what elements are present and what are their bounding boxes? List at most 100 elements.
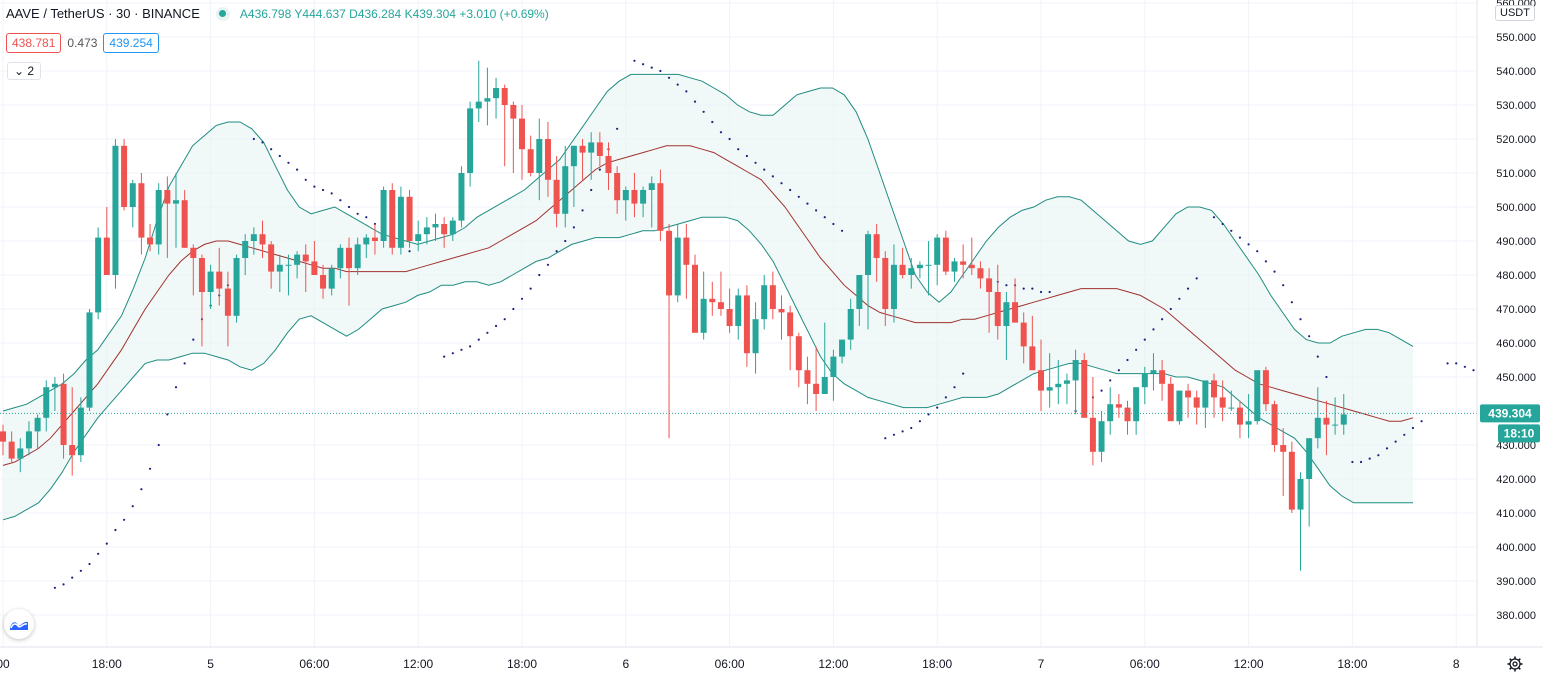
sar-point <box>356 212 359 215</box>
sar-point <box>780 182 783 185</box>
candle-body <box>8 441 15 459</box>
sar-point <box>408 250 411 253</box>
time-tick-label: 7 <box>1038 657 1045 671</box>
buy-button[interactable]: 439.254 <box>103 33 159 53</box>
candle <box>570 145 577 207</box>
candle-body <box>164 190 171 204</box>
market-status-icon <box>215 6 230 21</box>
sar-point <box>538 273 541 277</box>
sar-point <box>1256 250 1259 253</box>
candle <box>1211 373 1217 418</box>
candle <box>1063 373 1070 405</box>
indicators-toggle[interactable]: ⌄ 2 <box>7 62 42 80</box>
sar-point <box>1247 243 1250 246</box>
sar-point <box>1109 379 1112 382</box>
sar-point <box>676 83 679 86</box>
candle-body <box>423 227 430 235</box>
candle-body <box>588 142 595 153</box>
sar-point <box>140 488 143 491</box>
candle-body <box>389 190 396 248</box>
sar-point <box>754 161 757 164</box>
sar-point <box>88 562 91 566</box>
candle-body <box>1245 421 1252 425</box>
candle <box>164 176 171 258</box>
candle <box>527 135 534 177</box>
sar-point <box>642 63 645 66</box>
sar-point <box>1351 460 1354 464</box>
candle-body <box>207 271 214 292</box>
candle-body <box>259 234 266 245</box>
last-price-label-group: 439.304 18:10 <box>1480 404 1540 443</box>
candle <box>700 271 707 340</box>
sar-point <box>529 287 532 290</box>
price-tick-label: 450.000 <box>1496 372 1536 384</box>
candle <box>821 322 828 394</box>
time-tick-label: 00 <box>0 657 10 671</box>
candle-body <box>155 190 162 245</box>
candle <box>1236 400 1243 439</box>
candle-body <box>1038 370 1044 391</box>
candle <box>994 264 1001 340</box>
sar-point <box>685 90 688 93</box>
sar-point <box>763 168 766 171</box>
gear-icon[interactable] <box>1506 655 1524 673</box>
price-tick-label: 470.000 <box>1496 304 1536 316</box>
candle <box>1167 377 1174 422</box>
candle-body <box>752 319 759 354</box>
candle-body <box>847 309 854 340</box>
sar-point <box>1230 229 1233 232</box>
candle-body <box>648 183 655 190</box>
candle <box>795 332 802 388</box>
candle <box>458 166 465 228</box>
candle <box>173 173 179 248</box>
candle <box>1271 400 1278 452</box>
sar-point <box>667 76 671 79</box>
currency-unit-button[interactable]: USDT <box>1495 5 1535 21</box>
candle-body <box>1262 370 1269 405</box>
sar-point <box>944 396 947 399</box>
price-tick-label: 530.000 <box>1496 100 1536 112</box>
sar-point <box>1048 290 1051 294</box>
sar-point <box>1264 260 1267 263</box>
candle-body <box>34 417 41 432</box>
sar-point <box>1385 447 1389 450</box>
sar-point <box>832 222 835 226</box>
candle <box>847 298 854 350</box>
candle-body <box>882 258 889 309</box>
candle <box>95 227 102 320</box>
candle <box>43 380 50 432</box>
candle-body <box>519 118 525 150</box>
candle <box>224 271 231 347</box>
candle-body <box>1081 360 1088 418</box>
candle-body <box>1107 404 1114 422</box>
sar-point <box>1135 348 1138 351</box>
sar-point <box>503 318 506 321</box>
sar-point <box>460 348 463 351</box>
candle-body <box>579 145 586 153</box>
candle <box>1003 292 1010 360</box>
price-tick-label: 410.000 <box>1496 508 1536 520</box>
candle-body <box>977 268 984 279</box>
candle-body <box>865 234 871 275</box>
countdown-text: 18:10 <box>1504 426 1535 440</box>
candle <box>787 305 794 371</box>
candle <box>1185 383 1192 418</box>
candle <box>1081 353 1088 418</box>
sar-point <box>1186 287 1190 290</box>
symbol-title[interactable]: AAVE / TetherUS · 30 · BINANCE <box>6 6 200 21</box>
candle-body <box>268 244 275 272</box>
candle-body <box>666 230 673 296</box>
sell-button[interactable]: 438.781 <box>6 33 62 53</box>
candle <box>328 264 335 296</box>
indicators-count: 2 <box>27 64 35 78</box>
candle-body <box>242 241 249 258</box>
candle-body <box>1012 302 1019 323</box>
candle-body <box>657 183 664 231</box>
sar-point <box>486 331 489 334</box>
tradingview-logo-icon[interactable] <box>4 609 34 639</box>
candle-body <box>890 264 897 309</box>
candle-body <box>181 200 188 248</box>
time-axis-bg <box>0 647 1543 679</box>
candle <box>112 139 119 289</box>
